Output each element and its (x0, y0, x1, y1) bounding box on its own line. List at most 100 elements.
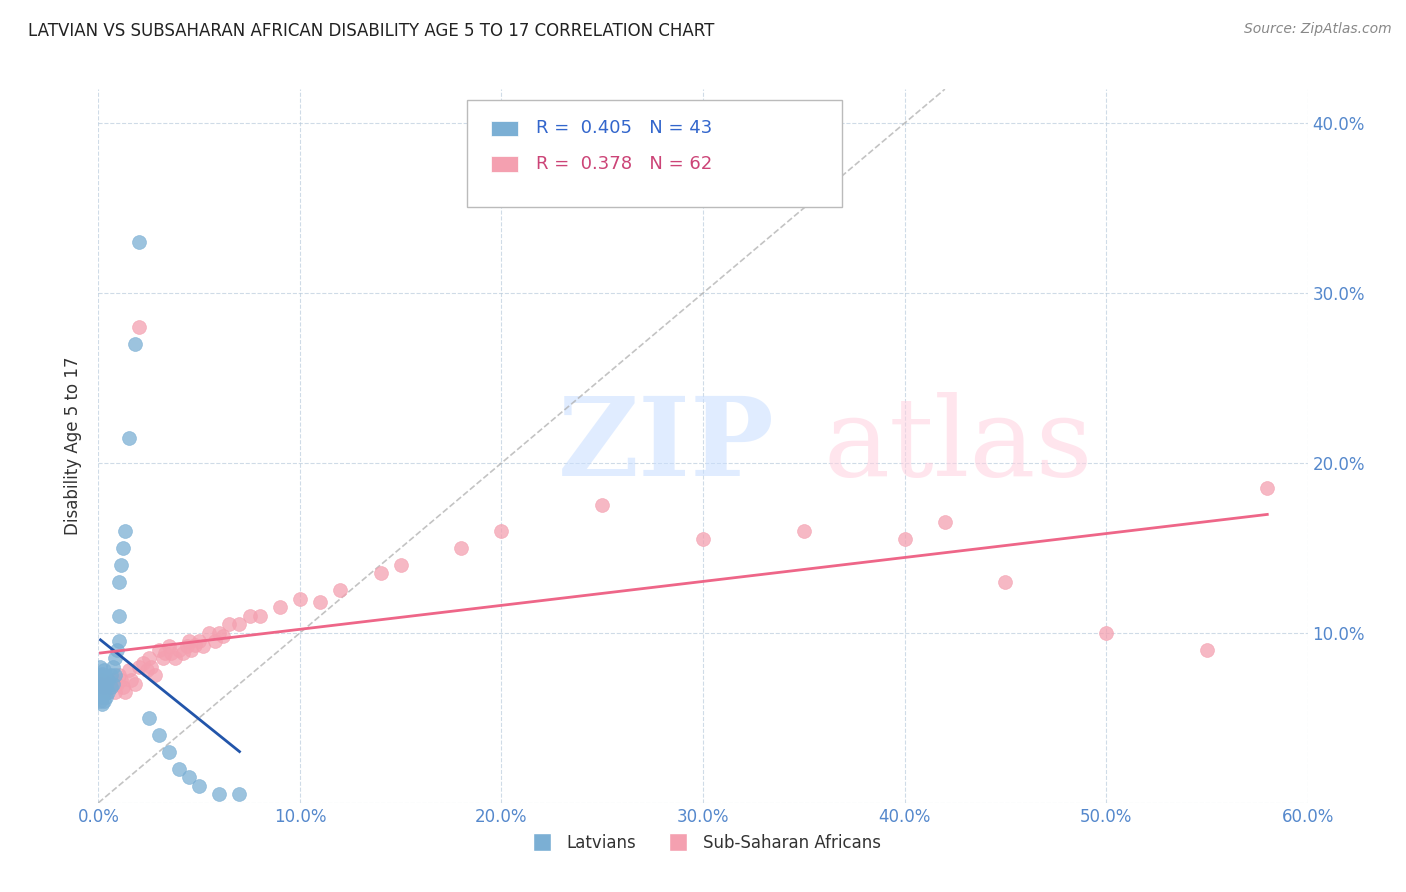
Point (793, 524, 815, 538)
Point (208, 626, 231, 640)
Point (103, 651, 125, 665)
Point (218, 617, 240, 632)
Point (128, 660, 150, 674)
Point (157, 640, 180, 654)
Point (180, 643, 202, 657)
Point (128, 320, 150, 334)
Point (370, 566, 392, 581)
Point (1256, 482, 1278, 496)
Point (93, 685, 115, 699)
Point (93, 680, 115, 694)
Point (184, 638, 207, 652)
Point (208, 787, 231, 801)
Point (124, 337, 146, 351)
Point (269, 600, 291, 615)
Point (89, 677, 111, 691)
Point (172, 646, 194, 660)
Point (91, 666, 114, 681)
Point (450, 541, 472, 555)
Point (994, 574, 1017, 589)
Point (97, 673, 120, 688)
Point (107, 634, 129, 648)
Point (389, 558, 412, 572)
Text: ZIP: ZIP (558, 392, 775, 500)
Point (329, 583, 352, 598)
Point (188, 634, 211, 648)
Point (288, 591, 311, 606)
Point (89, 677, 111, 691)
Point (96, 670, 118, 684)
Point (591, 499, 613, 513)
Point (139, 660, 162, 674)
Point (114, 524, 136, 538)
Point (97, 677, 120, 691)
Point (124, 677, 146, 691)
Point (176, 640, 198, 654)
Point (153, 646, 176, 660)
Point (138, 711, 160, 725)
FancyBboxPatch shape (492, 120, 517, 136)
Point (91, 698, 114, 712)
FancyBboxPatch shape (492, 156, 517, 172)
Legend: Latvians, Sub-Saharan Africans: Latvians, Sub-Saharan Africans (519, 828, 887, 859)
Point (152, 651, 174, 665)
Point (105, 677, 128, 691)
Text: R =  0.378   N = 62: R = 0.378 N = 62 (536, 155, 713, 173)
Point (148, 643, 170, 657)
Point (179, 634, 201, 648)
Point (157, 745, 180, 759)
Point (138, 651, 160, 665)
Point (120, 673, 142, 688)
Point (89, 668, 111, 682)
Point (114, 685, 136, 699)
Point (934, 516, 956, 530)
Point (93, 694, 115, 708)
FancyBboxPatch shape (467, 100, 842, 207)
Text: R =  0.405   N = 43: R = 0.405 N = 43 (536, 120, 713, 137)
Point (188, 779, 211, 793)
Point (309, 595, 332, 609)
Point (132, 657, 155, 671)
Point (111, 680, 134, 694)
Point (167, 762, 190, 776)
Y-axis label: Disability Age 5 to 17: Disability Age 5 to 17 (65, 357, 83, 535)
Point (89, 694, 111, 708)
Point (91, 680, 114, 694)
Point (148, 728, 170, 742)
Point (228, 617, 250, 632)
Text: Source: ZipAtlas.com: Source: ZipAtlas.com (1244, 22, 1392, 37)
Point (96, 685, 118, 699)
Point (204, 634, 226, 648)
Point (163, 651, 186, 665)
Point (107, 608, 129, 623)
Point (89, 660, 111, 674)
Point (198, 626, 221, 640)
Point (160, 646, 183, 660)
Point (89, 685, 111, 699)
Point (118, 663, 141, 677)
Point (91, 690, 114, 705)
Point (179, 770, 201, 784)
Text: LATVIAN VS SUBSAHARAN AFRICAN DISABILITY AGE 5 TO 17 CORRELATION CHART: LATVIAN VS SUBSAHARAN AFRICAN DISABILITY… (28, 22, 714, 40)
Point (111, 541, 134, 555)
Point (103, 685, 125, 699)
Point (228, 787, 250, 801)
Point (893, 533, 915, 547)
Point (97, 685, 120, 699)
Text: atlas: atlas (824, 392, 1094, 500)
Point (107, 668, 129, 682)
Point (128, 235, 150, 249)
Point (105, 643, 128, 657)
Point (93, 663, 115, 677)
Point (91, 673, 114, 688)
Point (491, 524, 513, 538)
Point (167, 643, 190, 657)
Point (212, 629, 235, 643)
Point (100, 680, 122, 694)
Point (118, 430, 141, 444)
Point (249, 608, 271, 623)
Point (96, 690, 118, 705)
Point (143, 668, 166, 682)
Point (692, 533, 714, 547)
Point (100, 668, 122, 682)
